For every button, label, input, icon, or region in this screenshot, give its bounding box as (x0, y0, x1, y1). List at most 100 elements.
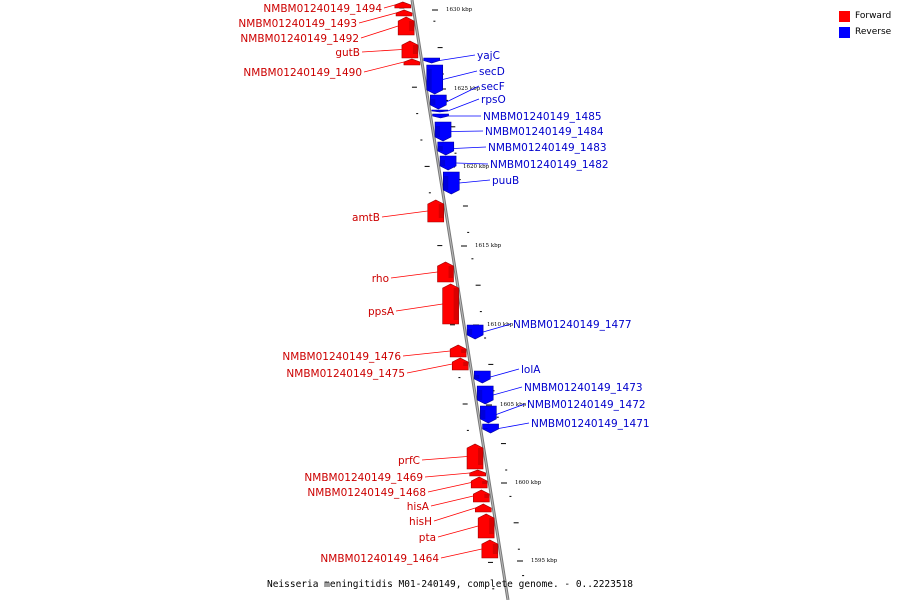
gene-label-NMBM01240149_1469[interactable]: NMBM01240149_1469 (304, 472, 423, 484)
gene-arrow-NMBM01240149_1473[interactable] (476, 385, 494, 405)
gene-arrow-NMBM01240149_1464[interactable] (481, 539, 499, 559)
gene-connector (421, 456, 468, 461)
legend: Forward Reverse (839, 9, 891, 41)
forward-swatch (839, 10, 850, 22)
ruler-label: 1615 kbp (475, 243, 502, 249)
gene-label-NMBM01240149_1490[interactable]: NMBM01240149_1490 (243, 67, 362, 79)
gene-label-NMBM01240149_1494[interactable]: NMBM01240149_1494 (263, 3, 382, 15)
gene-arrow-secF[interactable] (430, 94, 447, 110)
gene-arrow-rpsO[interactable] (431, 109, 449, 113)
gene-arrow-lolA[interactable] (474, 370, 491, 384)
legend-item-forward: Forward (839, 9, 891, 23)
gene-arrow-amtB[interactable] (427, 199, 445, 223)
gene-arrow-NMBM01240149_1469[interactable] (469, 469, 486, 477)
gene-label-NMBM01240149_1476[interactable]: NMBM01240149_1476 (282, 351, 401, 363)
gene-arrow-hisH[interactable] (474, 503, 492, 513)
gene-shade (463, 362, 469, 366)
gene-label-NMBM01240149_1471[interactable]: NMBM01240149_1471 (531, 418, 650, 430)
gene-connector (453, 146, 487, 149)
gene-shade (438, 204, 444, 218)
gene-shade (480, 410, 486, 419)
gene-arrow-NMBM01240149_1490[interactable] (403, 58, 421, 66)
gene-shade (461, 349, 467, 353)
gene-arrow-NMBM01240149_1494[interactable] (394, 1, 412, 9)
gene-arrow-NMBM01240149_1483[interactable] (437, 141, 455, 156)
gene-label-rpsO[interactable]: rpsO (481, 94, 506, 106)
gene-label-NMBM01240149_1477[interactable]: NMBM01240149_1477 (513, 319, 632, 331)
gene-arrow-NMBM01240149_1475[interactable] (451, 357, 469, 371)
gene-shade (426, 69, 432, 90)
legend-item-reverse: Reverse (839, 25, 891, 39)
gene-arrow-yajC[interactable] (423, 57, 440, 64)
gene-connector (493, 386, 523, 396)
gene-shade (440, 160, 446, 166)
gene-arrow-NMBM01240149_1492[interactable] (397, 16, 415, 36)
gene-arrow-NMBM01240149_1484[interactable] (434, 121, 452, 142)
gene-arrow-NMBM01240149_1485[interactable] (432, 113, 449, 119)
gene-label-prfC[interactable]: prfC (398, 455, 420, 467)
gene-arrow-secD[interactable] (426, 64, 444, 95)
gene-arrow-NMBM01240149_1482[interactable] (439, 155, 457, 171)
gene-features (394, 1, 499, 559)
gene-arrow-hisA[interactable] (473, 489, 490, 503)
gene-arrow-pta[interactable] (477, 513, 495, 539)
gene-connector (456, 162, 489, 165)
gene-arrow-gutB[interactable] (401, 40, 419, 59)
gene-connector (496, 403, 526, 415)
gene-label-yajC[interactable]: yajC (477, 50, 500, 62)
gene-label-NMBM01240149_1473[interactable]: NMBM01240149_1473 (524, 382, 643, 394)
gene-label-NMBM01240149_1484[interactable]: NMBM01240149_1484 (485, 126, 604, 138)
gene-label-rho[interactable]: rho (372, 273, 389, 285)
gene-label-NMBM01240149_1482[interactable]: NMBM01240149_1482 (490, 159, 609, 171)
gene-shade (409, 21, 415, 31)
gene-connector (358, 12, 397, 24)
gene-arrow-rho[interactable] (437, 261, 454, 283)
gene-label-hisA[interactable]: hisA (407, 501, 430, 513)
ruler-label: 1630 kbp (446, 7, 473, 13)
gene-label-NMBM01240149_1493[interactable]: NMBM01240149_1493 (238, 18, 357, 30)
gene-connector (424, 472, 470, 478)
gene-shade (453, 288, 459, 320)
gene-label-lolA[interactable]: lolA (521, 364, 541, 376)
gene-label-puuB[interactable]: puuB (492, 175, 519, 187)
gene-label-NMBM01240149_1468[interactable]: NMBM01240149_1468 (307, 487, 426, 499)
gene-connector (363, 61, 405, 73)
gene-label-gutB[interactable]: gutB (335, 47, 360, 59)
gene-arrow-NMBM01240149_1468[interactable] (470, 476, 488, 489)
gene-arrow-puuB[interactable] (442, 171, 460, 195)
gene-label-NMBM01240149_1464[interactable]: NMBM01240149_1464 (320, 553, 439, 565)
gene-connector (406, 363, 453, 374)
gene-label-ppsA[interactable]: ppsA (368, 306, 395, 318)
gene-arrow-NMBM01240149_1477[interactable] (466, 324, 484, 340)
gene-connector (427, 482, 472, 493)
reverse-swatch (839, 26, 850, 38)
gene-arrow-NMBM01240149_1471[interactable] (482, 423, 499, 434)
gene-label-NMBM01240149_1472[interactable]: NMBM01240149_1472 (527, 399, 646, 411)
gene-arrow-NMBM01240149_1493[interactable] (395, 9, 413, 17)
gene-shade (484, 494, 490, 498)
gene-label-NMBM01240149_1492[interactable]: NMBM01240149_1492 (240, 33, 359, 45)
gene-label-NMBM01240149_1485[interactable]: NMBM01240149_1485 (483, 111, 602, 123)
gene-label-NMBM01240149_1475[interactable]: NMBM01240149_1475 (286, 368, 405, 380)
gene-arrow-ppsA[interactable] (442, 283, 459, 325)
ruler-label: 1625 kbp (454, 86, 481, 92)
gene-connector (446, 85, 480, 103)
gene-labels: NMBM01240149_1494 NMBM01240149_1493 NMBM01… (238, 3, 649, 565)
gene-connector (490, 368, 520, 378)
gene-arrow-NMBM01240149_1472[interactable] (480, 405, 497, 424)
gene-label-NMBM01240149_1483[interactable]: NMBM01240149_1483 (488, 142, 607, 154)
gene-shade (435, 126, 441, 137)
gene-shade (430, 99, 436, 105)
gene-arrow-prfC[interactable] (466, 443, 484, 470)
gene-label-pta[interactable]: pta (419, 532, 436, 544)
gene-shade (467, 329, 473, 335)
gene-shade (412, 45, 418, 54)
gene-arrow-NMBM01240149_1476[interactable] (449, 344, 467, 358)
gene-label-secD[interactable]: secD (479, 66, 505, 78)
gene-label-amtB[interactable]: amtB (352, 212, 380, 224)
gene-label-hisH[interactable]: hisH (409, 516, 432, 528)
gene-shade (437, 146, 443, 151)
legend-label-forward: Forward (855, 11, 892, 21)
gene-label-secF[interactable]: secF (481, 81, 505, 93)
legend-label-reverse: Reverse (855, 27, 892, 37)
